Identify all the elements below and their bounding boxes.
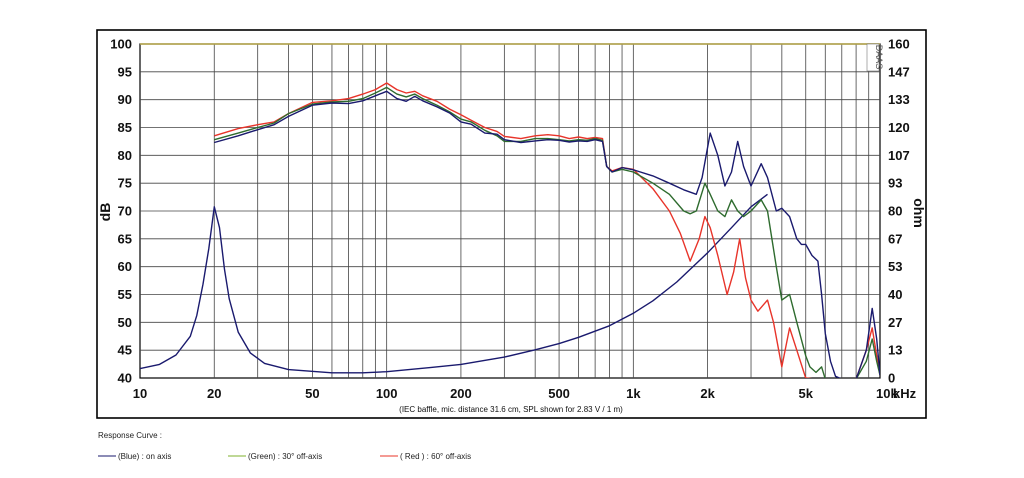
y-right-tick-label: 27 (888, 315, 902, 330)
y-right-tick-label: 107 (888, 148, 910, 163)
x-tick-label: 5k (799, 386, 814, 401)
y-right-tick-label: 80 (888, 204, 902, 219)
x-tick-label: 100 (376, 386, 398, 401)
legend: Response Curve : (Blue) : on axis (Green… (98, 431, 471, 461)
y-left-tick-label: 60 (118, 259, 132, 274)
y-left-tick-label: 55 (118, 287, 132, 302)
chart-caption: (IEC baffle, mic. distance 31.6 cm, SPL … (399, 405, 623, 414)
y-left-tick-label: 100 (110, 37, 132, 52)
x-tick-label: 2k (700, 386, 715, 401)
y-left-tick-label: 50 (118, 315, 132, 330)
y-left-tick-label: 90 (118, 92, 132, 107)
y-right-tick-label: 120 (888, 120, 910, 135)
y-right-tick-label: 133 (888, 92, 910, 107)
y-right-tick-label: 147 (888, 64, 910, 79)
y-left-tick-label: 70 (118, 204, 132, 219)
x-tick-label: 50 (305, 386, 319, 401)
y-right-tick-label: 13 (888, 343, 902, 358)
y-right-tick-label: 67 (888, 231, 902, 246)
x-tick-label: 200 (450, 386, 472, 401)
impedance-curve (140, 193, 768, 374)
y-left-tick-label: 40 (118, 371, 132, 386)
svg-text:DAAS: DAAS (874, 45, 884, 70)
y-left-tick-label: 85 (118, 120, 132, 135)
y-left-tick-label: 65 (118, 231, 132, 246)
grid (140, 44, 880, 378)
legend-title: Response Curve : (98, 431, 162, 440)
legend-entry-red: ( Red ) : 60° off-axis (380, 452, 471, 461)
legend-label-green: (Green) : 30° off-axis (248, 452, 322, 461)
x-tick-label: 1k (626, 386, 641, 401)
legend-label-blue: (Blue) : on axis (118, 452, 171, 461)
spl-curve-blue (214, 90, 880, 378)
y-left-tick-label: 45 (118, 343, 132, 358)
y-left-tick-label: 95 (118, 64, 132, 79)
y-right-tick-label: 93 (888, 176, 902, 191)
y-left-tick-label: 75 (118, 176, 132, 191)
y-left-tick-label: 80 (118, 148, 132, 163)
x-tick-label: 10k (876, 386, 898, 401)
legend-entry-blue: (Blue) : on axis (98, 452, 171, 461)
y-right-tick-label: 53 (888, 259, 902, 274)
y-right-tick-label: 160 (888, 37, 910, 52)
y-right-axis-label: ohm (911, 198, 927, 228)
y-left-axis-label: dB (97, 203, 113, 222)
daas-logo: DAAS (866, 43, 884, 72)
x-axis-unit-label: kHz (893, 386, 917, 401)
x-tick-label: 20 (207, 386, 221, 401)
y-right-tick-label: 40 (888, 287, 902, 302)
tick-labels: 40 45 50 55 60 65 70 75 80 85 90 95 100 0 13 27 40 53 67 80… (110, 37, 909, 402)
x-tick-label: 500 (548, 386, 570, 401)
spl-curve-red (214, 82, 880, 378)
x-tick-label: 10 (133, 386, 147, 401)
series-layer (140, 82, 880, 378)
legend-entry-green: (Green) : 30° off-axis (228, 452, 322, 461)
legend-label-red: ( Red ) : 60° off-axis (400, 452, 471, 461)
y-right-tick-label: 0 (888, 371, 895, 386)
